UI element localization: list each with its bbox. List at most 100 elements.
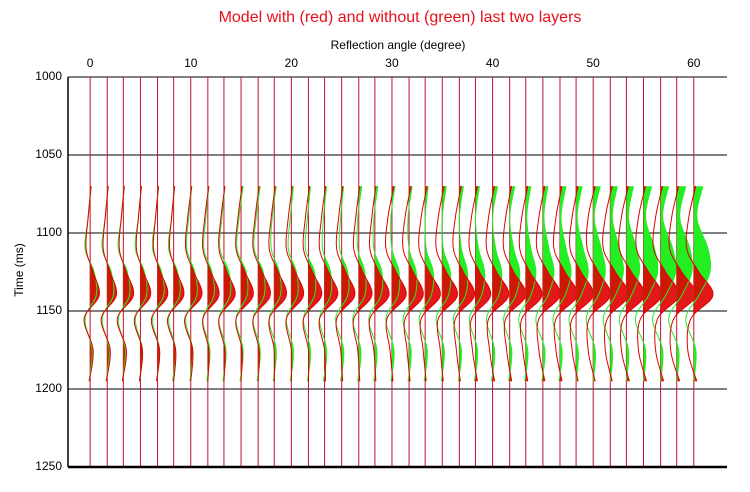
x-tick-label: 30 [385,56,399,70]
wiggle-line [635,186,663,382]
wiggle-line [384,186,407,382]
wiggle-line [452,186,476,382]
positive-fill [425,186,441,382]
positive-fill [157,186,168,382]
wiggle-line [468,186,486,382]
positive-fill [241,186,254,382]
positive-fill [308,186,322,382]
wiggle-line [285,186,299,382]
wiggle-line [352,186,367,382]
wiggle-line [235,186,254,382]
wiggle-line [368,186,390,382]
wiggle-line [252,186,271,382]
positive-fill [291,186,304,382]
y-tick-label: 1100 [36,225,62,239]
wiggle-line [83,186,100,382]
positive-fill [442,186,458,382]
positive-fill [207,186,220,382]
x-tick-label: 10 [184,56,198,70]
positive-fill [525,186,542,382]
wiggle-line [166,186,185,382]
positive-fill [358,186,373,382]
wiggle-line [518,186,537,382]
wiggle-line [150,186,169,382]
wiggle-line [452,186,469,382]
wiggle-line [352,186,373,382]
wiggle-line [685,186,714,382]
positive-fill [173,186,184,382]
wiggle-line [568,186,589,382]
wiggle-line [402,186,424,382]
positive-fill [593,186,611,382]
wiggle-line [569,186,594,382]
chart-title: Model with (red) and without (green) las… [219,9,582,26]
wiggle-line [602,186,624,382]
positive-fill [626,186,645,382]
positive-fill [492,186,509,382]
wiggle-line [602,186,629,382]
wiggle-line [318,186,339,382]
wiggle-line [552,186,578,382]
y-tick-label: 1050 [35,147,62,161]
x-tick-label: 20 [285,56,299,70]
positive-fill [391,186,407,382]
wiggle-line [402,186,418,382]
wiggle-line [468,186,492,382]
wiggle-line [335,186,356,382]
positive-fill [660,186,679,382]
positive-fill [274,186,287,382]
positive-fill [324,186,338,382]
y-tick-label: 1250 [35,459,62,473]
wiggle-line [202,186,220,382]
wiggle-line [319,186,333,382]
wiggle-line [218,186,236,382]
traces [83,77,714,467]
x-tick-label: 0 [87,56,94,70]
wiggle-line [618,186,646,382]
positive-fill [107,186,117,382]
positive-fill [643,186,662,382]
x-tick-label: 40 [486,56,500,70]
positive-fill [409,186,424,382]
wiggle-line [485,186,510,382]
wiggle-line [652,186,680,382]
wiggle-line [668,186,693,382]
wiggle-line [116,186,135,382]
wiggle-line [368,186,384,382]
wiggle-line [552,186,572,382]
positive-fill [576,186,594,382]
wiggle-line [302,186,323,382]
wiggle-line [335,186,350,382]
positive-fill [258,186,271,382]
positive-fill [459,186,475,382]
x-tick-label: 50 [587,56,601,70]
y-axis-label: Time (ms) [12,243,26,297]
positive-fill [693,186,713,382]
positive-fill [123,186,134,382]
y-tick-label: 1200 [35,381,62,395]
positive-fill [610,186,629,382]
y-tick-label: 1000 [35,69,62,83]
axes: 1000 1050 1100 1150 1200 1250 0 10 20 30 40 50 60 [35,56,727,473]
wiggle-line [652,186,677,382]
wiggle-line [285,186,305,382]
wiggle-line [685,186,712,382]
wiggle-line [268,186,288,382]
wiggle-line [202,186,215,382]
wiggle-line [435,186,458,382]
wiggle-line [418,186,435,382]
positive-fill [90,186,100,382]
wiggle-line [668,186,697,382]
wiggle-line [235,186,249,382]
wiggle-line [418,186,441,382]
x-tick-label: 60 [687,56,701,70]
wiggle-line [618,186,641,382]
wiggle-line [184,186,203,382]
wiggle-line [585,186,606,382]
wiggle-line [585,186,611,382]
wiggle-line [502,186,527,382]
wiggle-line [302,186,317,382]
wiggle-line [503,186,521,382]
positive-fill [341,186,355,382]
